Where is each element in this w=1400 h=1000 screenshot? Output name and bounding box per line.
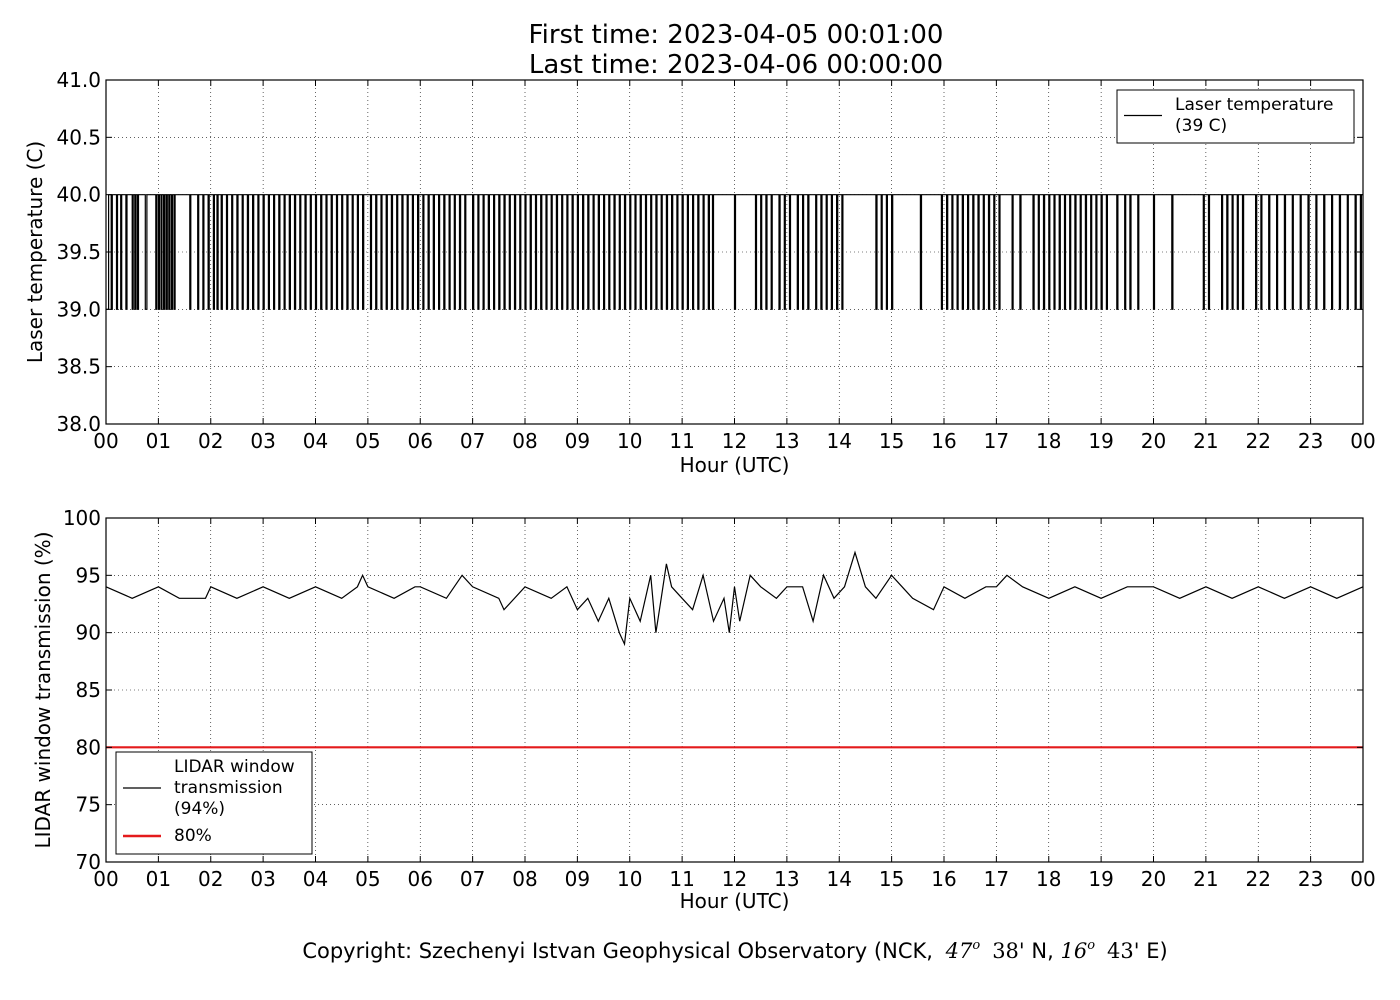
legend-label: LIDAR window [174, 757, 295, 777]
lat-minutes: 38' [992, 939, 1025, 963]
first-time-text: First time: 2023-04-05 00:01:00 [529, 20, 944, 50]
x-tick-label: 18 [1036, 867, 1061, 891]
x-tick-label: 12 [722, 867, 747, 891]
lat-degrees: 47 [945, 939, 973, 963]
x-tick-label: 04 [303, 867, 328, 891]
x-tick-label: 09 [565, 429, 590, 453]
lon-direction: E) [1146, 939, 1167, 963]
x-tick-label: 00 [93, 429, 118, 453]
x-tick-label: 11 [669, 867, 694, 891]
lat-direction: N, [1031, 939, 1053, 963]
y-tick-label: 100 [63, 506, 101, 530]
y-tick-label: 41.0 [56, 68, 101, 92]
x-tick-label: 07 [460, 429, 485, 453]
y-tick-label: 39.0 [56, 297, 101, 321]
x-tick-label: 06 [408, 429, 433, 453]
x-tick-label: 23 [1298, 867, 1323, 891]
last-time-text: Last time: 2023-04-06 00:00:00 [529, 50, 943, 80]
x-tick-label: 23 [1298, 429, 1323, 453]
x-tick-label: 22 [1246, 429, 1271, 453]
y-tick-label: 40.5 [56, 125, 101, 149]
y-tick-label: 85 [76, 678, 101, 702]
y-tick-label: 38.5 [56, 355, 101, 379]
x-tick-label: 10 [617, 867, 642, 891]
x-tick-label: 08 [512, 429, 537, 453]
x-tick-label: 01 [146, 867, 171, 891]
series-line-primary [106, 194, 1363, 310]
x-tick-label: 07 [460, 867, 485, 891]
x-tick-label: 18 [1036, 429, 1061, 453]
x-tick-label: 02 [198, 867, 223, 891]
x-tick-label: 03 [250, 867, 275, 891]
x-tick-label: 08 [512, 867, 537, 891]
y-tick-label: 80 [76, 735, 101, 759]
x-tick-label: 14 [827, 429, 852, 453]
lat-degree-mark: o [972, 938, 980, 953]
x-tick-label: 11 [669, 429, 694, 453]
x-tick-label: 15 [879, 867, 904, 891]
legend-label: 80% [174, 826, 212, 846]
x-tick-label: 21 [1193, 867, 1218, 891]
x-tick-label: 12 [722, 429, 747, 453]
x-tick-label: 16 [931, 429, 956, 453]
y-tick-label: 38.0 [56, 412, 101, 436]
x-tick-label: 17 [984, 867, 1009, 891]
x-tick-label: 09 [565, 867, 590, 891]
x-tick-label: 19 [1088, 867, 1113, 891]
x-tick-label: 19 [1088, 429, 1113, 453]
lidar-transmission-chart: 00 01 02 03 04 05 06 07 08 09 10 11 12 13 14 15 16 17 18 19… [31, 506, 1376, 913]
x-tick-label: 21 [1193, 429, 1218, 453]
x-tick-label: 17 [984, 429, 1009, 453]
x-tick-label: 10 [617, 429, 642, 453]
y-tick-label: 75 [76, 793, 101, 817]
y-tick-label: 40.0 [56, 183, 101, 207]
laser-temperature-chart: 00 01 02 03 04 05 06 07 08 09 10 11 12 13 14 15 16 17 18 19… [23, 68, 1376, 477]
x-tick-label: 13 [774, 429, 799, 453]
legend-label: Laser temperature [1175, 95, 1333, 115]
x-tick-label: 14 [827, 867, 852, 891]
lon-degree-mark: o [1087, 938, 1095, 953]
y-tick-label: 90 [76, 621, 101, 645]
lon-degrees: 16 [1060, 939, 1087, 963]
x-tick-label: 02 [198, 429, 223, 453]
x-axis-label: Hour (UTC) [680, 889, 790, 913]
legend-label: (39 C) [1175, 116, 1227, 136]
x-tick-label: 05 [355, 867, 380, 891]
y-axis-label: Laser temperature (C) [23, 141, 47, 363]
x-tick-label: 06 [408, 867, 433, 891]
y-axis-label: LIDAR window transmission (%) [31, 532, 55, 849]
legend-box [1116, 89, 1355, 144]
x-tick-label: 04 [303, 429, 328, 453]
y-tick-label: 70 [76, 850, 101, 874]
legend-label: transmission [174, 778, 283, 798]
x-tick-label: 00 [1350, 867, 1375, 891]
x-tick-label: 20 [1141, 867, 1166, 891]
x-tick-label: 01 [146, 429, 171, 453]
x-axis-label: Hour (UTC) [680, 453, 790, 477]
x-tick-label: 13 [774, 867, 799, 891]
copyright-text: Copyright: Szechenyi Istvan Geophysical … [302, 938, 1167, 963]
x-tick-label: 15 [879, 429, 904, 453]
copyright-prefix: Copyright: Szechenyi Istvan Geophysical … [302, 939, 933, 963]
y-tick-label: 95 [76, 563, 101, 587]
x-tick-label: 00 [1350, 429, 1375, 453]
x-tick-label: 16 [931, 867, 956, 891]
x-tick-label: 05 [355, 429, 380, 453]
y-tick-label: 39.5 [56, 240, 101, 264]
legend-label: (94%) [174, 799, 225, 819]
x-tick-label: 00 [93, 867, 118, 891]
x-tick-label: 22 [1246, 867, 1271, 891]
x-tick-label: 03 [250, 429, 275, 453]
x-tick-label: 20 [1141, 429, 1166, 453]
series-line-primary [105, 550, 1364, 647]
lon-minutes: 43' [1107, 939, 1140, 963]
